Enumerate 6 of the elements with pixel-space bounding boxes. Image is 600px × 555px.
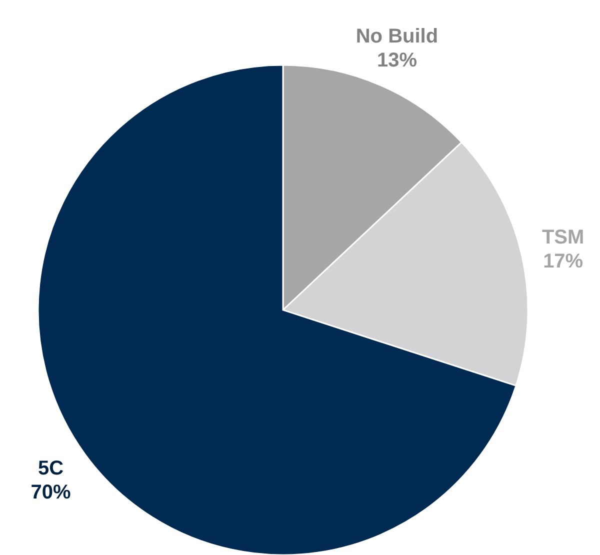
data-label: 17% [543, 250, 584, 272]
data-label: 13% [376, 50, 418, 72]
slice-label: TSM [542, 226, 584, 248]
data-label: 70% [30, 482, 72, 504]
slice-label: 5C [38, 458, 64, 480]
slice-label: No Build [356, 26, 438, 48]
